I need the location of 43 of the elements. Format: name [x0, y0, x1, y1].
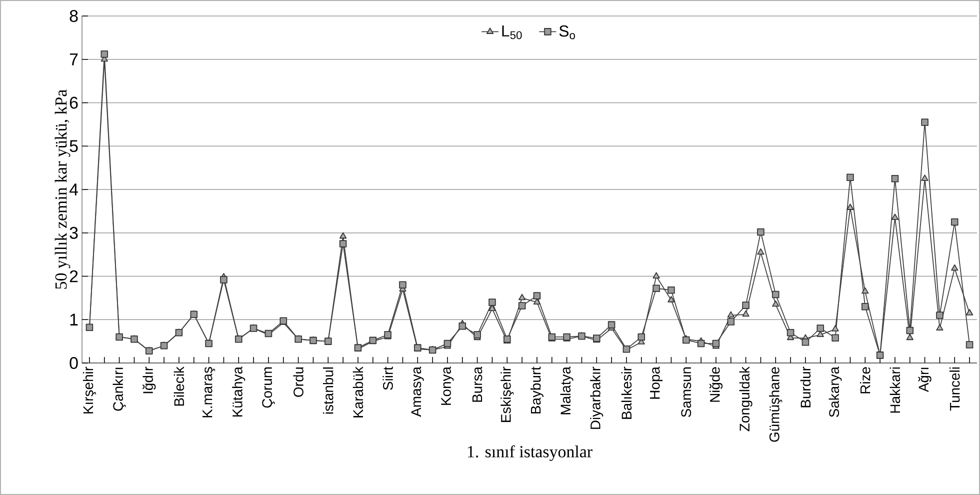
y-tick-label: 4 — [69, 184, 78, 196]
x-tick-label: Hakkari — [890, 367, 900, 413]
x-tick-label: Diyarbakır — [590, 366, 604, 429]
x-tick-label: Çorum — [262, 367, 275, 408]
x-tick-label: K.maraş — [202, 367, 216, 418]
x-tick-label: Konya — [441, 366, 454, 405]
x-tick-label: istanbul — [323, 367, 334, 414]
x-tick-label: Karabük — [352, 366, 364, 418]
x-tick-label: Siirt — [382, 366, 393, 390]
y-axis-title: 50 yıllık zemin kar yükü, kPa — [54, 90, 70, 289]
y-tick-label: 1 — [70, 314, 78, 326]
legend-label: S$_{o}$ — [559, 25, 575, 40]
y-tick-label: 7 — [70, 54, 78, 66]
y-tick-label: 8 — [70, 10, 78, 22]
legend-label: L$_{50}$ — [502, 25, 522, 40]
y-tick-label: 5 — [70, 140, 78, 152]
x-tick-label: Samsun — [681, 367, 692, 418]
x-tick-label: Burdur — [800, 366, 811, 408]
x-tick-label: Tunceli — [950, 367, 960, 411]
x-tick-label: Balıkesir — [621, 366, 632, 419]
x-tick-label: Hopa — [650, 366, 663, 399]
y-tick-label: 0 — [70, 356, 78, 369]
x-tick-label: Bayburt — [530, 366, 544, 414]
x-tick-label: Amasya — [411, 366, 424, 417]
x-tick-label: Malatya — [560, 366, 574, 414]
x-tick-label: Rize — [860, 367, 870, 394]
x-tick-label: Iğdır — [142, 366, 156, 394]
x-tick-label: Zonguldak — [739, 366, 752, 432]
x-tick-label: Bursa — [472, 366, 482, 402]
x-tick-label: Sakarya — [828, 366, 842, 418]
x-tick-label: Eskişehir — [500, 366, 514, 422]
x-tick-label: Kütahya — [232, 366, 246, 417]
x-tick-label: Bilecik — [174, 366, 184, 406]
x-tick-label: Ağrı — [918, 368, 932, 392]
y-tick-label: 2 — [70, 270, 78, 282]
x-tick-label: Gümüşhane — [769, 367, 782, 442]
x-tick-label: Kırşehir — [82, 366, 96, 414]
y-tick-label: 3 — [70, 226, 78, 239]
x-tick-label: Çankırı — [112, 368, 126, 411]
x-axis-title: 1. sınıf istasyonlar — [468, 445, 592, 461]
x-tick-label: Niğde — [709, 367, 723, 402]
x-tick-label: Ordu — [293, 367, 304, 397]
y-tick-label: 6 — [70, 96, 78, 109]
